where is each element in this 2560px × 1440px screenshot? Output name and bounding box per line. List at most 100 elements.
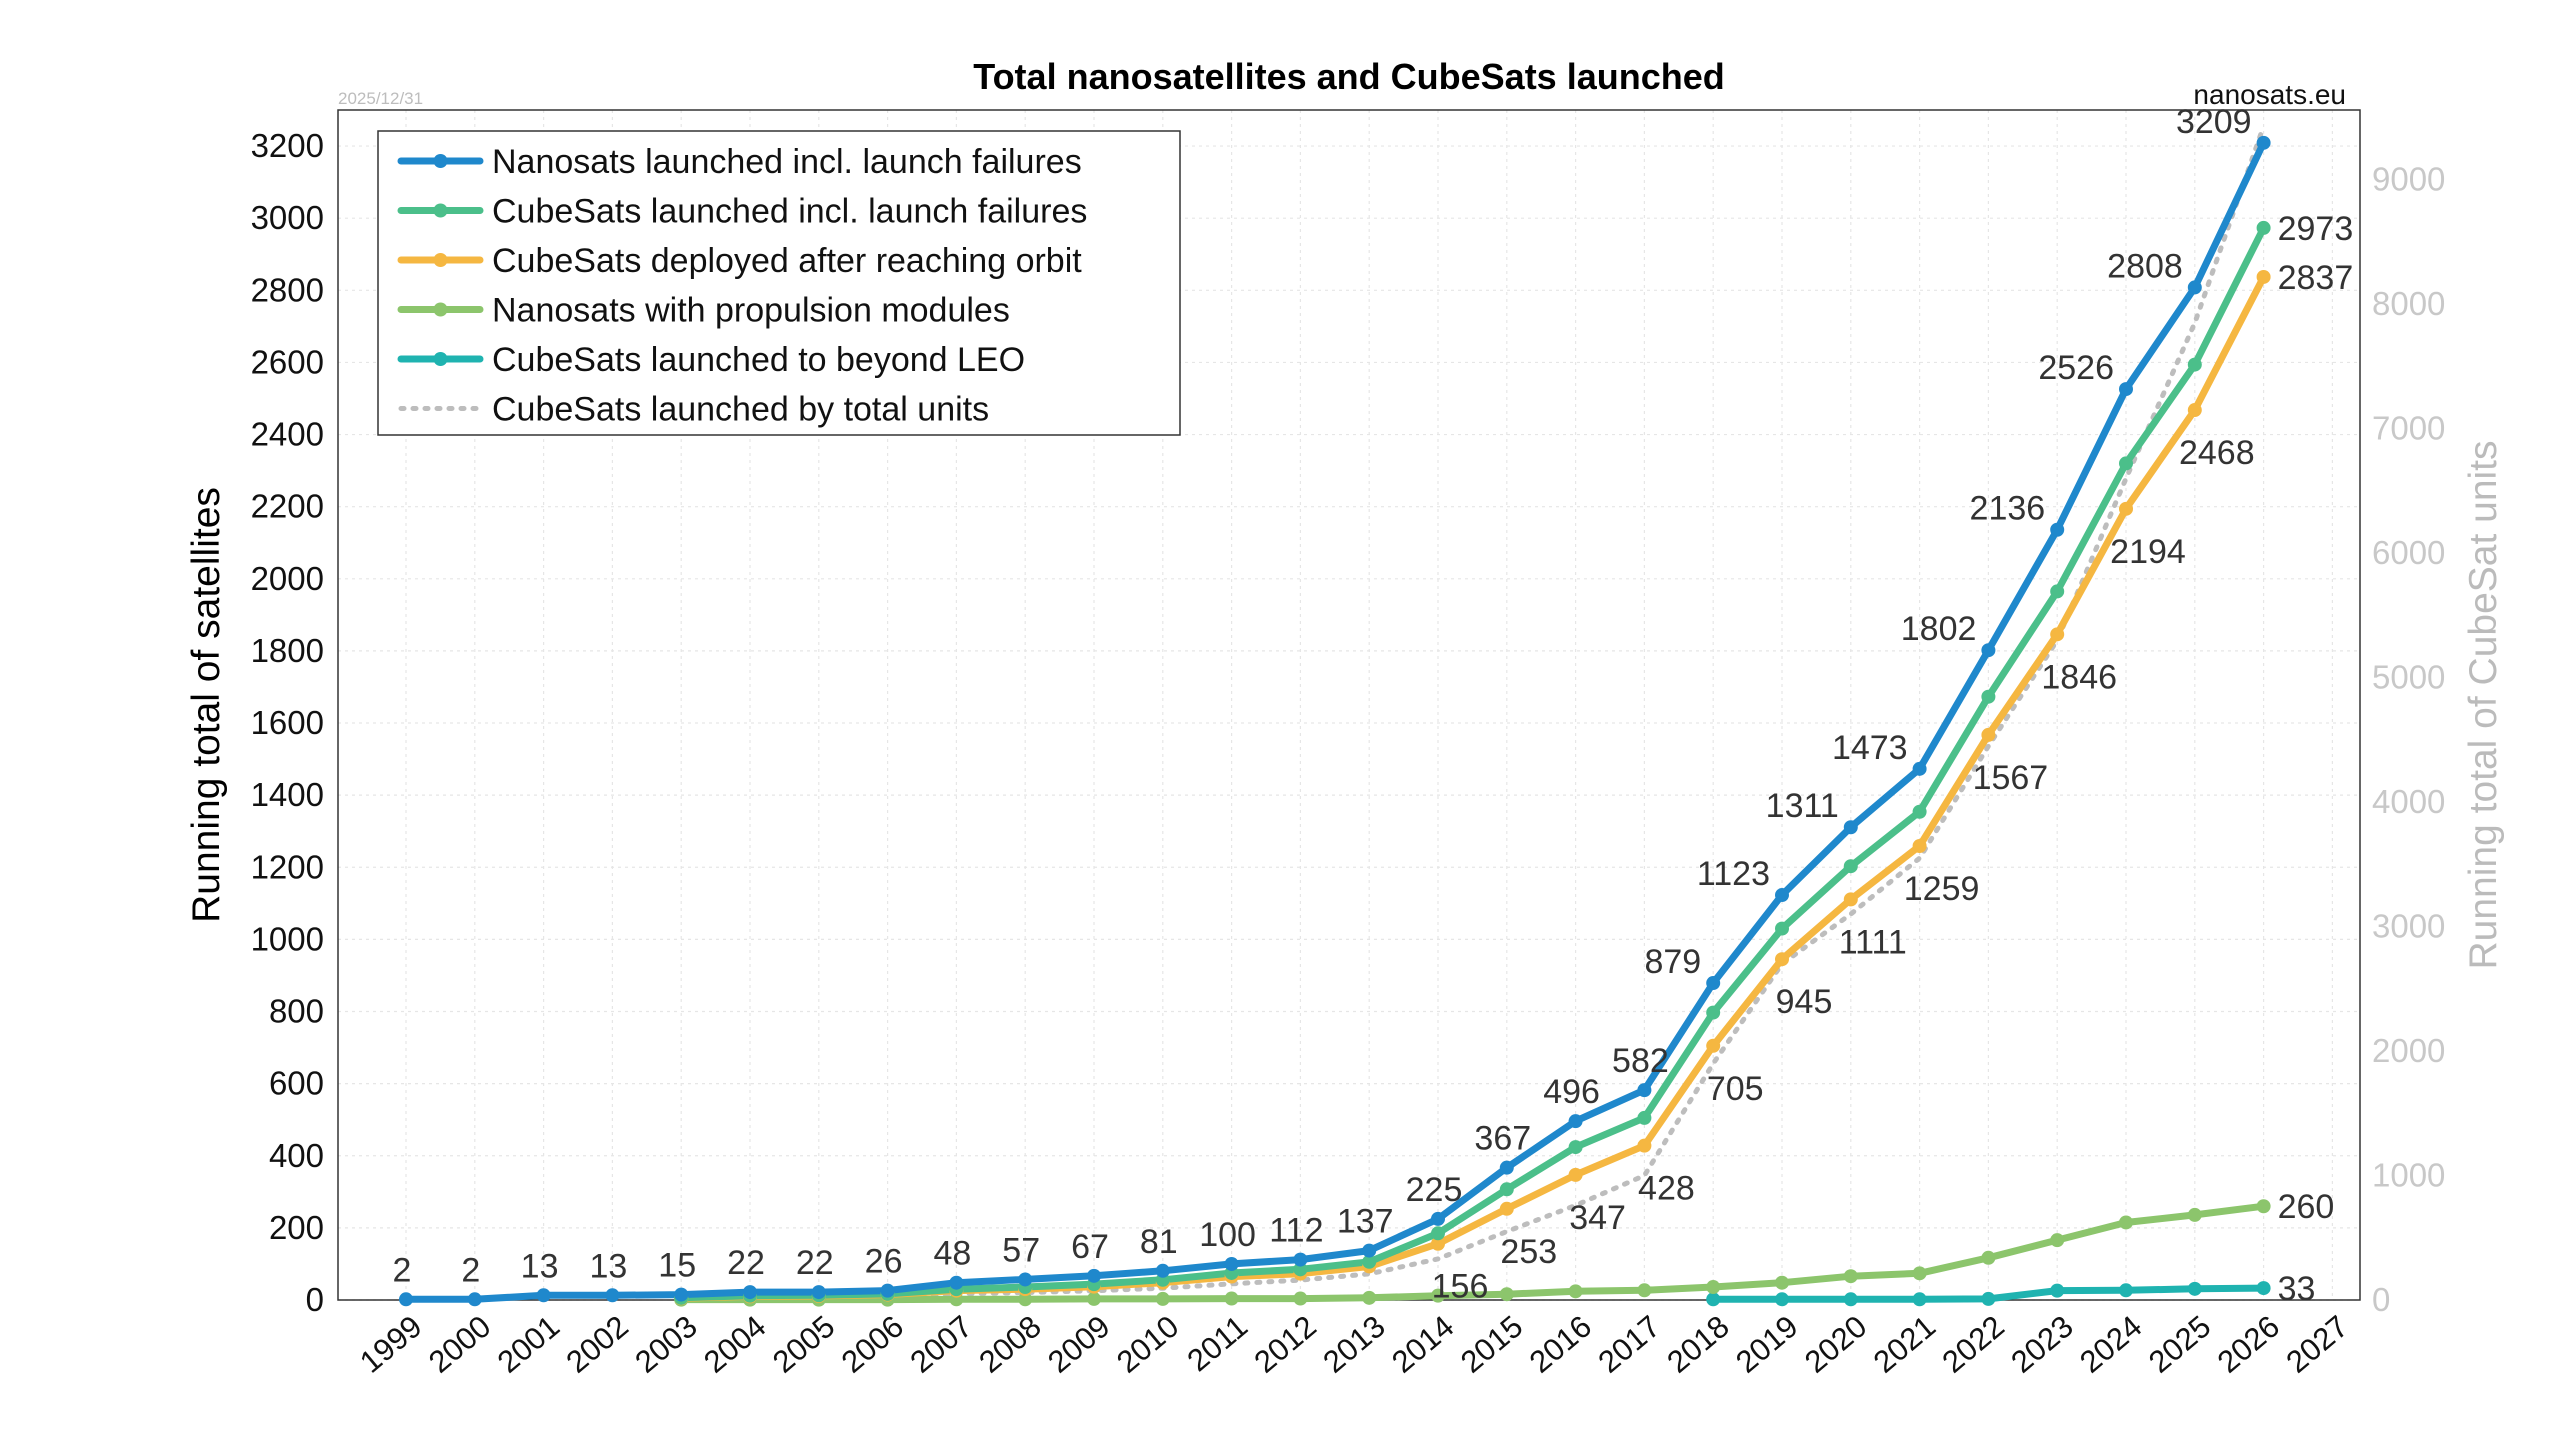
series-point — [1087, 1268, 1101, 1283]
x-tick-label: 2024 — [2073, 1309, 2148, 1380]
data-label: 2808 — [2107, 247, 2183, 285]
data-label: 156 — [1432, 1268, 1489, 1306]
y-tick-label: 3000 — [251, 199, 324, 236]
legend-item: Nanosats launched incl. launch failures — [397, 143, 1082, 181]
data-label: 81 — [1140, 1223, 1178, 1261]
legend-item: CubeSats launched incl. launch failures — [397, 193, 1087, 231]
data-label: 1846 — [2041, 658, 2117, 696]
series-point — [2256, 1281, 2271, 1296]
y-tick-label: 2200 — [251, 488, 324, 525]
series-point — [1499, 1287, 1514, 1302]
series-point — [536, 1288, 551, 1303]
data-label: 112 — [1269, 1212, 1323, 1250]
x-tick-label: 2009 — [1041, 1309, 1116, 1380]
series-point — [2187, 280, 2202, 295]
series-point — [1706, 1292, 1721, 1307]
series-point — [1981, 643, 1996, 658]
series-point — [1637, 1283, 1652, 1298]
data-label: 2136 — [1970, 490, 2046, 528]
series-point — [1775, 921, 1789, 936]
series-point — [1568, 1140, 1583, 1155]
data-label: 2837 — [2278, 259, 2354, 297]
data-label: 57 — [1002, 1231, 1040, 1269]
data-label: 1473 — [1832, 729, 1908, 767]
data-label: 100 — [1199, 1216, 1256, 1254]
y-tick-label-right: 9000 — [2372, 161, 2445, 198]
y-tick-label-right: 6000 — [2372, 534, 2445, 571]
data-label: 225 — [1406, 1171, 1463, 1209]
x-tick-label: 2027 — [2280, 1309, 2355, 1380]
series-point — [1843, 820, 1858, 835]
series-point — [1155, 1291, 1170, 1306]
chart-title: Total nanosatellites and CubeSats launch… — [973, 56, 1724, 97]
series-point — [399, 1292, 413, 1307]
series-point — [2187, 1281, 2202, 1296]
y-tick-label: 1600 — [251, 704, 324, 741]
y-tick-label: 2600 — [251, 343, 324, 380]
series-point — [1499, 1201, 1514, 1216]
series-point — [1981, 689, 1996, 704]
series-point — [2050, 584, 2065, 599]
series-point — [1224, 1291, 1239, 1306]
series-point — [1431, 1211, 1445, 1226]
series-point — [1843, 1292, 1858, 1307]
series-point — [1775, 952, 1789, 967]
series-point — [2050, 522, 2065, 537]
series-point — [1981, 1291, 1996, 1306]
x-tick-label: 2001 — [491, 1309, 566, 1380]
series-line — [677, 224, 2268, 1302]
x-tick-label: 1999 — [353, 1309, 428, 1380]
y-tick-label: 3200 — [251, 127, 324, 164]
series-point — [1981, 1250, 1996, 1265]
y-tick-label: 400 — [269, 1137, 324, 1174]
series-point — [1499, 1160, 1514, 1175]
legend: Nanosats launched incl. launch failures C… — [377, 130, 1181, 436]
series-point — [949, 1275, 964, 1290]
x-tick-label: 2011 — [1181, 1309, 1255, 1379]
y-tick-label: 0 — [306, 1281, 324, 1318]
x-tick-label: 2012 — [1248, 1309, 1323, 1380]
x-tick-label: 2019 — [1729, 1309, 1804, 1380]
data-label: 1259 — [1904, 870, 1980, 908]
series-point — [1981, 727, 1996, 742]
series-point — [1912, 838, 1927, 853]
data-label: 582 — [1612, 1042, 1669, 1080]
series-point — [1568, 1284, 1583, 1299]
series-point — [605, 1288, 620, 1303]
x-tick-label: 2023 — [2004, 1309, 2079, 1380]
series-line — [677, 1202, 2268, 1304]
y-tick-label: 1400 — [251, 776, 324, 813]
data-label: 428 — [1638, 1170, 1695, 1208]
series-point — [1912, 804, 1927, 819]
series-point — [1637, 1110, 1652, 1125]
legend-marker — [433, 302, 448, 317]
data-label: 2 — [393, 1251, 412, 1289]
series-point — [1568, 1114, 1583, 1129]
x-tick-label: 2021 — [1867, 1309, 1942, 1380]
legend-marker — [433, 253, 448, 267]
series-point — [1706, 976, 1721, 991]
series-point — [1362, 1243, 1377, 1258]
y-tick-label: 1800 — [251, 632, 324, 669]
series-point — [1431, 1288, 1445, 1303]
series-point — [1912, 761, 1927, 776]
series-point — [1362, 1254, 1377, 1269]
y-tick-label-right: 7000 — [2372, 410, 2445, 447]
series-point — [1637, 1138, 1652, 1153]
series-point — [1775, 1292, 1789, 1307]
legend-box — [377, 130, 1181, 436]
legend-marker — [433, 203, 448, 218]
data-label: 367 — [1474, 1120, 1531, 1158]
data-label: 347 — [1569, 1199, 1626, 1237]
x-tick-label: 2007 — [904, 1309, 979, 1380]
data-label: 1123 — [1697, 855, 1770, 893]
series-point — [674, 1287, 689, 1302]
x-tick-label: 2015 — [1454, 1309, 1529, 1380]
series-point — [1706, 1005, 1721, 1020]
legend-label: CubeSats deployed after reaching orbit — [492, 242, 1082, 280]
y-tick-label: 200 — [269, 1209, 324, 1246]
data-label: 22 — [727, 1244, 765, 1282]
series-point — [1912, 1292, 1927, 1307]
series-point — [1293, 1291, 1308, 1306]
